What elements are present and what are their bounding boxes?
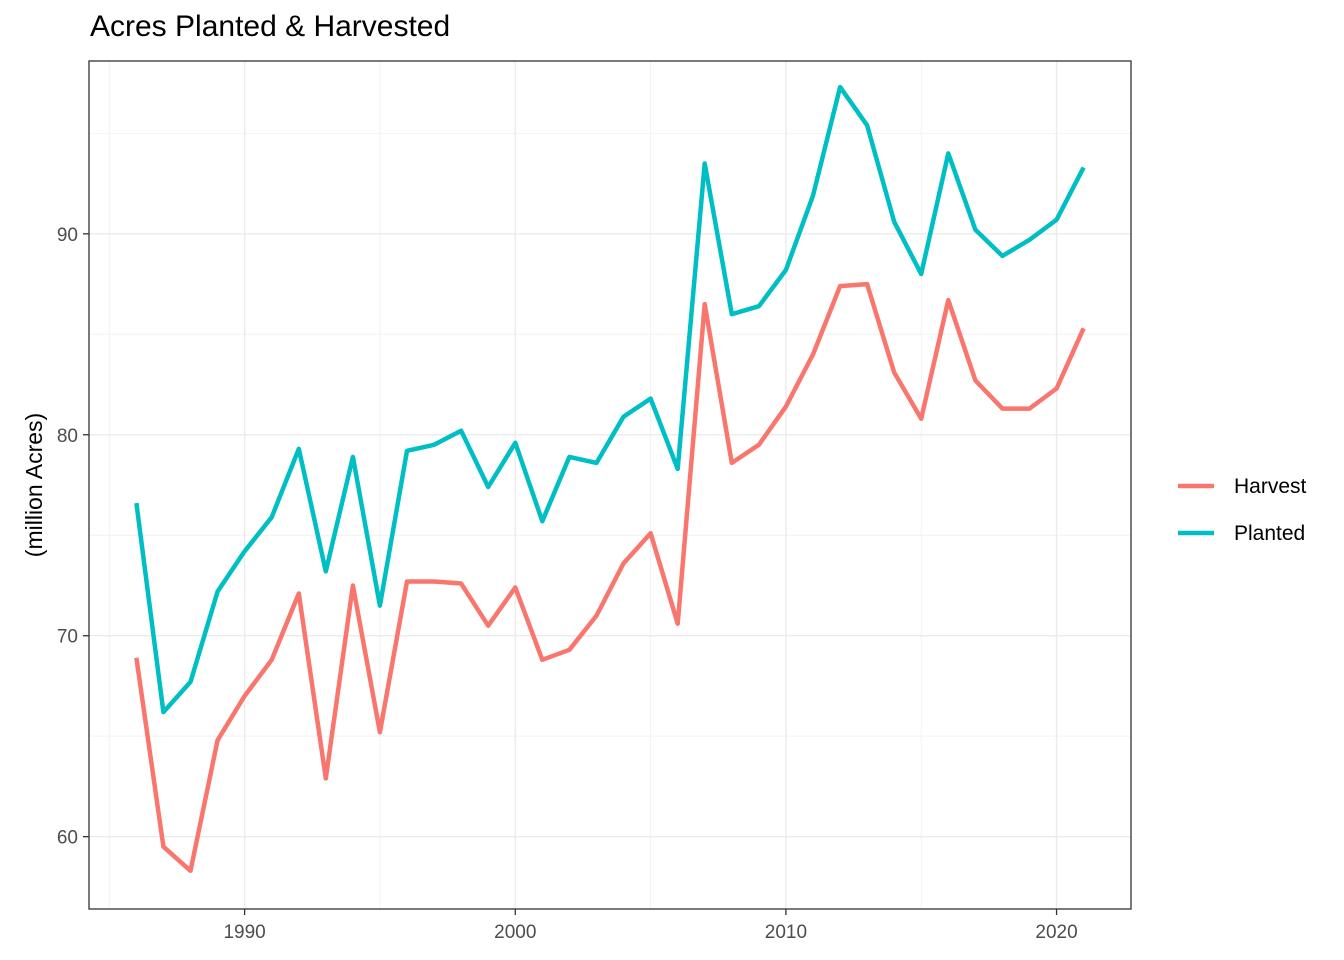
series-line-planted <box>134 84 1086 715</box>
x-axis: 1990 2000 2010 2020 <box>223 909 1078 943</box>
y-axis: 60 70 80 90 <box>57 225 89 849</box>
series-line-harvest <box>134 281 1086 874</box>
plot-panel-border <box>88 60 1132 910</box>
y-axis-title: (million Acres) <box>21 413 47 557</box>
y-tick-label: 80 <box>57 426 78 447</box>
x-tick-label: 1990 <box>223 922 265 943</box>
x-tick-label: 2010 <box>765 922 807 943</box>
minor-gridlines <box>89 61 1131 909</box>
chart-title: Acres Planted & Harvested <box>90 10 451 43</box>
legend-label-planted: Planted <box>1234 522 1305 545</box>
y-tick-label: 70 <box>57 627 78 648</box>
y-tick-label: 90 <box>57 225 78 246</box>
major-gridlines <box>89 61 1131 909</box>
legend-label-harvest: Harvest <box>1234 475 1307 498</box>
x-tick-label: 2020 <box>1035 922 1077 943</box>
x-tick-label: 2000 <box>494 922 536 943</box>
y-tick-label: 60 <box>57 828 78 849</box>
legend: Harvest Planted <box>1178 475 1307 545</box>
series-lines <box>134 84 1086 874</box>
